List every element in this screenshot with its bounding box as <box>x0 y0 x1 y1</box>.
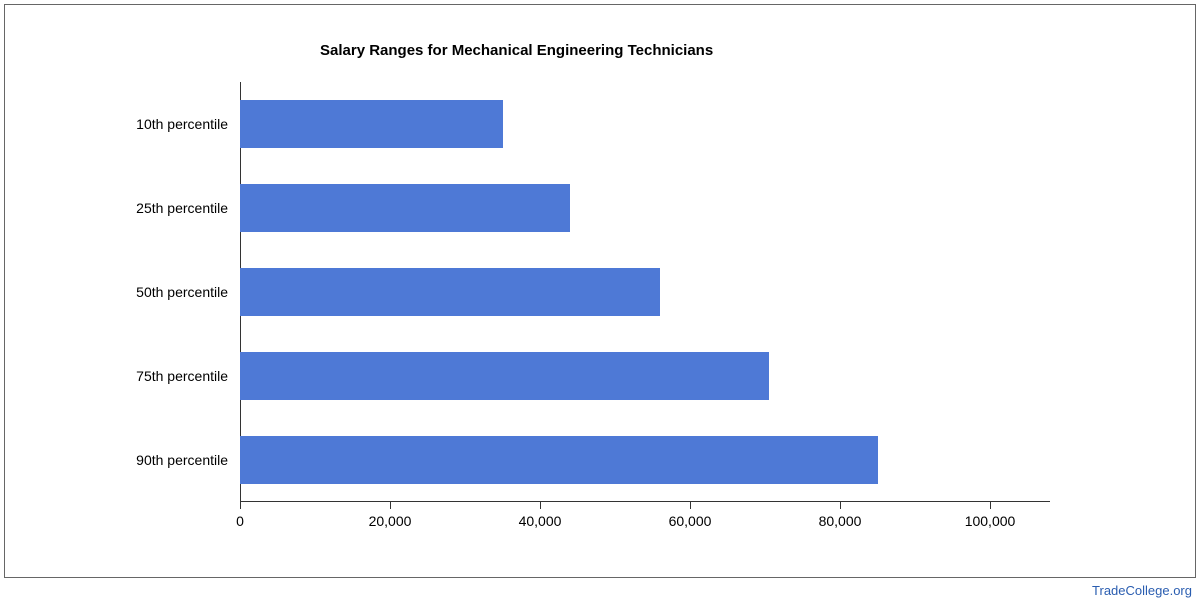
x-tick-label: 80,000 <box>819 513 862 529</box>
x-tick-label: 60,000 <box>669 513 712 529</box>
y-tick-label: 25th percentile <box>0 200 228 216</box>
y-tick-label: 90th percentile <box>0 452 228 468</box>
x-tick <box>390 502 391 509</box>
y-tick-label: 75th percentile <box>0 368 228 384</box>
x-tick-label: 0 <box>236 513 244 529</box>
attribution-text[interactable]: TradeCollege.org <box>1092 583 1192 598</box>
x-tick-label: 40,000 <box>519 513 562 529</box>
bar <box>240 352 769 399</box>
bar <box>240 100 503 147</box>
bar <box>240 268 660 315</box>
chart-title: Salary Ranges for Mechanical Engineering… <box>320 42 713 59</box>
bar <box>240 436 878 483</box>
x-tick-label: 100,000 <box>965 513 1016 529</box>
y-tick-label: 10th percentile <box>0 116 228 132</box>
x-tick <box>240 502 241 509</box>
x-tick <box>840 502 841 509</box>
x-axis-line <box>240 501 1050 502</box>
x-tick-label: 20,000 <box>369 513 412 529</box>
x-tick <box>990 502 991 509</box>
x-tick <box>540 502 541 509</box>
attribution-link[interactable]: TradeCollege.org <box>1092 583 1192 598</box>
plot-area <box>240 82 1050 502</box>
bar <box>240 184 570 231</box>
x-tick <box>690 502 691 509</box>
y-tick-label: 50th percentile <box>0 284 228 300</box>
